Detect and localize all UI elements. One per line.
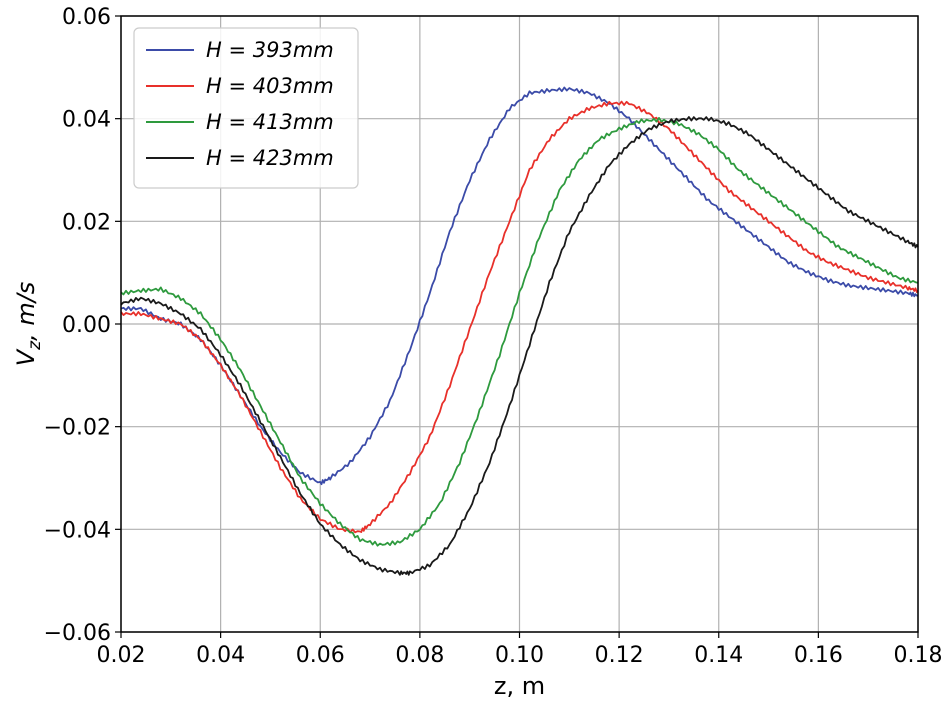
legend-label: H = 393mm (206, 38, 334, 62)
x-tick-label: 0.14 (694, 643, 743, 668)
y-tick-label: 0.06 (62, 5, 111, 30)
y-tick-label: 0.00 (62, 313, 111, 338)
y-tick-label: −0.02 (44, 416, 111, 441)
series-line (120, 100, 919, 534)
axis-ticks: 0.02 0.04 0.06 0.08 0.10 0.12 0.14 0.16 0.18 −0.0… (44, 5, 943, 668)
series-lines (120, 86, 919, 576)
x-tick-label: 0.04 (196, 643, 245, 668)
legend-box (133, 27, 359, 189)
x-axis-label: z, m (494, 672, 545, 700)
y-axis-label-main: V (12, 348, 40, 366)
x-tick-label: 0.10 (495, 643, 544, 668)
x-tick-label: 0.08 (395, 643, 444, 668)
x-tick-label: 0.12 (595, 643, 644, 668)
grid (120, 15, 919, 633)
legend-label: H = 423mm (206, 146, 334, 170)
legend-label: H = 403mm (206, 74, 334, 98)
y-tick-label: −0.06 (44, 621, 111, 646)
y-axis-label-subscript: z (25, 340, 45, 351)
series-line (120, 117, 919, 547)
y-axis-label-units: , m/s (12, 282, 40, 341)
legend: H = 393mm H = 403mm H = 413mm H = 423mm (133, 27, 359, 189)
x-tick-label: 0.18 (894, 643, 943, 668)
x-tick-label: 0.16 (794, 643, 843, 668)
x-tick-label: 0.02 (97, 643, 146, 668)
y-tick-label: 0.04 (62, 108, 111, 133)
y-tick-label: −0.04 (44, 518, 111, 543)
series-line (120, 116, 919, 576)
legend-label: H = 413mm (206, 110, 334, 134)
x-tick-label: 0.06 (296, 643, 345, 668)
y-axis-label: Vz, m/s (12, 282, 45, 367)
series-line (120, 86, 919, 486)
y-tick-label: 0.02 (62, 210, 111, 235)
